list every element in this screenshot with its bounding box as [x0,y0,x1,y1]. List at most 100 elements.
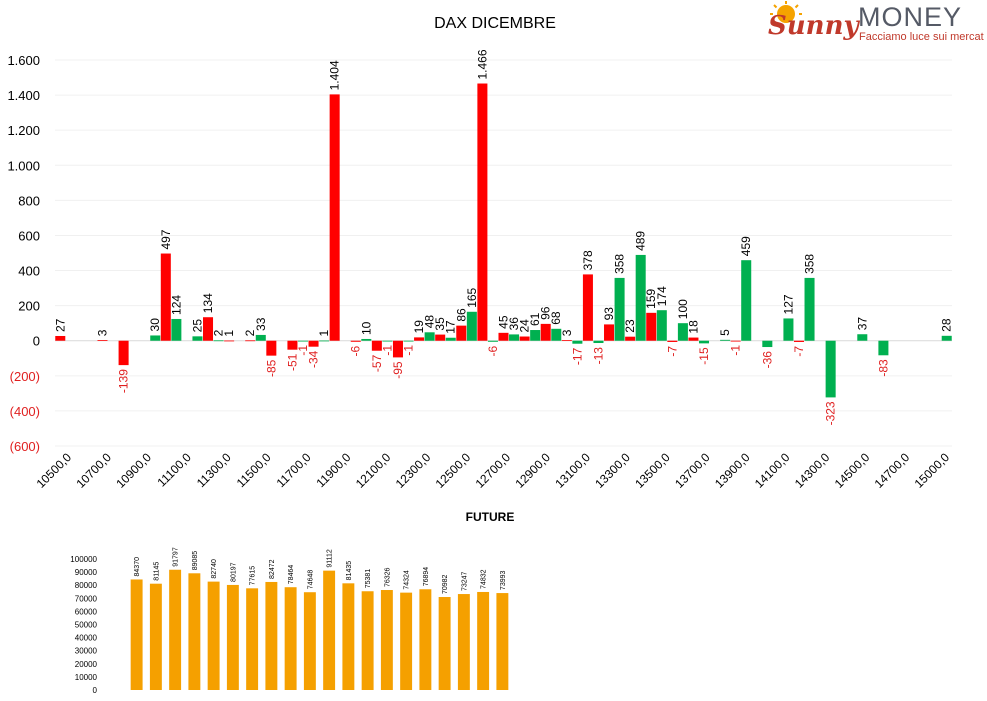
data-label: 61 [528,312,542,326]
bar [308,340,319,347]
future-data-label: 84370 [134,557,141,577]
future-data-label: 80197 [230,562,237,582]
bar [245,340,256,342]
y-axis: (600) (400) (200) 0 200 400 600 800 1.000 1.200 1.… [7,53,40,454]
data-label: 2 [243,329,257,336]
future-data-label: 82472 [269,559,276,579]
bar [614,277,625,341]
bar [350,340,361,342]
data-label: -51 [285,353,299,371]
x-tick-label: 13300,0 [592,450,633,491]
bar [213,340,224,342]
data-label: -1 [729,345,743,356]
data-label: 159 [644,288,658,308]
data-label: -17 [570,347,584,365]
future-bar [188,573,201,690]
data-label: -95 [391,361,405,379]
bar [519,336,530,341]
bar [582,274,593,341]
future-data-label: 89085 [192,551,199,571]
bar [150,335,161,341]
x-tick-label: 10900,0 [113,450,154,491]
data-label: -34 [307,350,321,368]
bar [720,339,731,341]
y-tick-label: 600 [18,228,40,243]
data-label: -1 [380,345,394,356]
data-label: -7 [665,346,679,357]
bar [392,340,403,358]
x-tick-label: 13500,0 [632,450,673,491]
dax-chart: DAX DICEMBRE (600) (400) (200) 0 200 400 600 80… [7,15,953,491]
data-label: 45 [497,315,511,329]
future-bar [380,590,393,690]
y-tick-label: (400) [10,404,40,419]
bar [561,340,572,342]
data-label: 27 [53,318,67,332]
bar [414,337,425,341]
data-label: 28 [940,318,954,332]
data-label: 127 [781,294,795,314]
data-label: 1 [317,330,331,337]
data-label: -7 [792,346,806,357]
data-label: -323 [824,401,838,425]
bar [255,334,266,341]
data-label: 1 [222,330,236,337]
future-data-label: 74324 [404,570,411,590]
data-label: 3 [560,329,574,336]
bar [466,311,477,341]
bar [646,312,657,341]
data-label: -85 [264,359,278,377]
data-label: 25 [190,319,204,333]
x-tick-label: 14100,0 [752,450,793,491]
bar [593,340,604,344]
bar [403,340,414,342]
bar [456,325,467,341]
y-tick-label: 1.600 [7,53,40,68]
data-label: 459 [739,236,753,256]
data-label: 33 [254,317,268,331]
data-label: 19 [412,320,426,334]
future-bar [207,581,220,690]
bar [361,338,372,341]
future-bar [323,570,336,690]
bar [203,317,214,341]
x-tick-label: 13100,0 [552,450,593,491]
data-label: 378 [581,250,595,270]
future-bar [246,588,259,690]
bar [530,330,541,341]
y-tick-label: 800 [18,193,40,208]
future-y-axis: 0 10000 20000 30000 40000 50000 60000 70000 8000… [70,555,97,695]
data-label: 18 [686,320,700,334]
future-y-tick-label: 90000 [75,568,98,577]
data-label: 2 [212,329,226,336]
bar [297,340,309,342]
bar [266,340,277,356]
bar [382,340,393,342]
bar [730,340,741,342]
bar [160,253,171,341]
data-label: 174 [655,286,669,306]
bar [477,83,488,341]
data-label: -6 [349,345,363,356]
future-bar [457,594,470,690]
future-data-label: 91797 [173,547,180,567]
future-bar [284,587,297,690]
future-bar [477,591,490,690]
future-y-tick-label: 60000 [75,607,98,616]
bar [540,323,551,341]
future-y-tick-label: 50000 [75,621,98,630]
future-bar [400,592,413,690]
future-data-label: 91112 [327,549,334,568]
bar [741,260,752,341]
gridlines [55,59,952,447]
bar [667,340,678,342]
data-label: 1.404 [328,60,342,90]
y-tick-label: (600) [10,439,40,454]
x-tick-label: 15000,0 [912,450,953,491]
data-label: 358 [803,254,817,274]
data-label: 100 [676,299,690,319]
brand-caps: MONEY [858,2,962,32]
bar [762,340,773,348]
bar [878,340,889,356]
